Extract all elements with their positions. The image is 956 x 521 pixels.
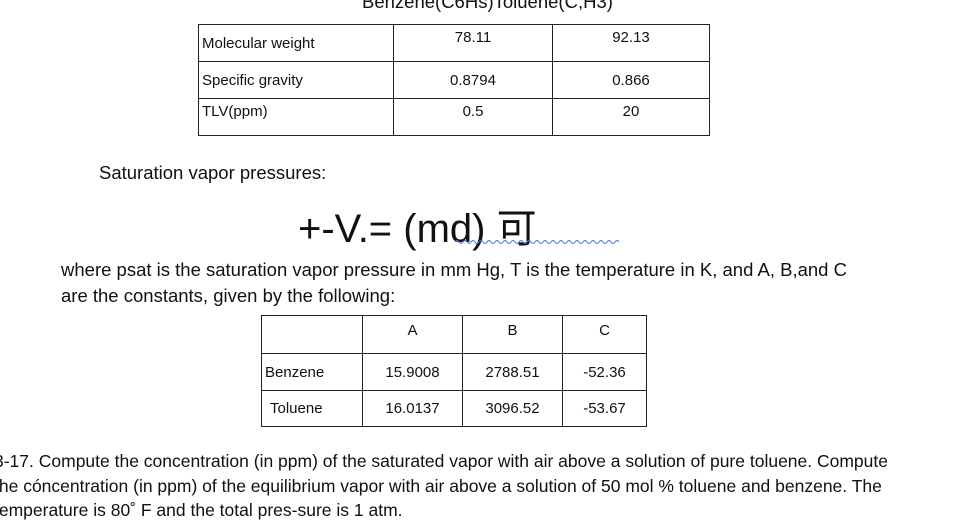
properties-table: Molecular weight 78.11 92.13 Specific grav… [198,24,710,136]
cell: TLV(ppm) [198,98,394,136]
problem-line: 3-17. Compute the concentration (in ppm)… [0,451,888,471]
cell: Specific gravity [198,61,394,99]
cell: 20 [552,98,710,136]
cell [261,315,363,354]
cell: 15.9008 [362,353,463,391]
cell: 0.866 [552,61,710,99]
cell: Molecular weight [198,24,394,62]
cell: 3096.52 [462,390,563,427]
cell: -52.36 [562,353,647,391]
cell: A [362,315,463,354]
problem-line: temperature is 80˚ F and the total pres-… [0,500,403,520]
equation: +-V.= (md) 可 [298,207,537,251]
paragraph-line: are the constants, given by the followin… [61,285,396,306]
cell: C [562,315,647,354]
cell: 16.0137 [362,390,463,427]
cell: Toluene [261,390,363,427]
cell: 2788.51 [462,353,563,391]
cell: -53.67 [562,390,647,427]
heading: Saturation vapor pressures: [99,162,327,183]
cell: B [462,315,563,354]
problem-line: the cóncentration (in ppm) of the equili… [0,476,882,496]
cell: 0.8794 [393,61,553,99]
cell: 0.5 [393,98,553,136]
cell: 78.11 [393,24,553,62]
paragraph-line: where psat is the saturation vapor press… [61,259,847,280]
squiggle [455,240,620,244]
cell: Benzene [261,353,363,391]
header-title: Benzene(C6Hs)Toluene(C,H3) [362,0,613,12]
cell: 92.13 [552,24,710,62]
